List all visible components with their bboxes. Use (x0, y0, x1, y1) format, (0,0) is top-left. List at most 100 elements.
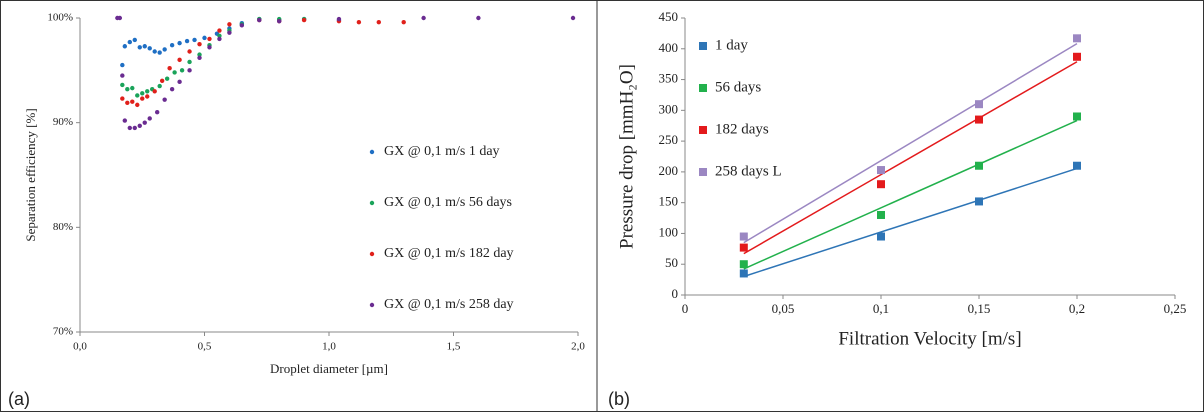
point (179, 68, 185, 73)
legend-marker (369, 200, 375, 206)
legend-marker (369, 149, 375, 155)
point (739, 243, 748, 252)
x-axis-label: Droplet diameter [µm] (270, 361, 388, 376)
legend-marker (369, 302, 375, 308)
legend-label: GX @ 0,1 m/s 1 day (384, 144, 500, 159)
trend-line (743, 167, 1078, 278)
legend-marker (699, 168, 707, 176)
x-tick-label: 1,5 (447, 341, 461, 353)
y-tick-label: 100 (659, 224, 679, 239)
trend-line (743, 42, 1078, 244)
point (140, 91, 145, 96)
point (130, 85, 135, 91)
point (122, 44, 128, 49)
point (142, 120, 147, 125)
point (154, 110, 160, 115)
point (145, 89, 150, 94)
y-tick-label: 50 (665, 255, 678, 270)
point (975, 100, 983, 109)
point (187, 59, 192, 65)
legend-marker (369, 251, 375, 257)
trend-line (743, 61, 1078, 255)
point (227, 22, 232, 27)
point (217, 33, 222, 38)
y-tick-label: 200 (659, 163, 679, 178)
x-tick-label: 0,0 (73, 341, 87, 353)
point (127, 39, 132, 45)
point (197, 41, 202, 47)
y-tick-label: 250 (659, 132, 679, 147)
point (421, 15, 426, 21)
point (147, 116, 152, 121)
legend-label: 56 days (715, 79, 761, 95)
point (197, 52, 202, 57)
point (125, 86, 130, 92)
point (177, 57, 182, 63)
y-tick-label: 400 (659, 40, 679, 55)
y-axis-label: Separation efficiency [%] (23, 108, 38, 241)
point (120, 82, 125, 88)
point (164, 76, 170, 81)
point (877, 166, 885, 175)
x-tick-label: 0,2 (1069, 301, 1085, 316)
y-tick-label: 70% (53, 326, 73, 338)
x-tick-label: 0,1 (873, 301, 889, 316)
legend-marker (699, 84, 707, 92)
point (147, 46, 152, 51)
y-tick-label: 450 (659, 9, 679, 24)
point (217, 28, 222, 33)
x-tick-label: 2,0 (571, 341, 585, 353)
legend-label: GX @ 0,1 m/s 56 days (384, 195, 512, 210)
point (169, 86, 175, 92)
point (187, 68, 192, 73)
point (140, 96, 145, 101)
point (125, 100, 130, 105)
point (169, 43, 175, 48)
panel-label: (a) (8, 389, 30, 409)
y-axis-label: Pressure drop [mmH₂O] (616, 64, 637, 249)
point (142, 44, 147, 49)
point (162, 97, 167, 102)
point (202, 35, 207, 41)
point (192, 37, 197, 43)
point (207, 45, 212, 50)
point (277, 18, 282, 24)
point (120, 73, 125, 78)
y-tick-label: 350 (659, 71, 679, 86)
legend-label: 182 days (715, 121, 769, 137)
point (1073, 34, 1081, 43)
point (336, 16, 342, 22)
point (137, 123, 142, 129)
y-tick-label: 80% (53, 221, 73, 233)
point (159, 78, 165, 84)
point (975, 197, 983, 206)
point (157, 50, 162, 55)
point (120, 62, 125, 68)
point (187, 49, 192, 54)
point (239, 23, 245, 28)
point (152, 49, 157, 54)
x-tick-label: 0,5 (198, 341, 212, 353)
point (135, 102, 140, 108)
point (1073, 112, 1081, 121)
point (145, 94, 150, 99)
point (739, 232, 748, 241)
point (1073, 52, 1081, 61)
point (184, 38, 190, 44)
point (207, 36, 212, 42)
point (739, 260, 748, 269)
point (132, 37, 137, 43)
point (177, 79, 182, 85)
point (197, 55, 202, 60)
legend-label: GX @ 0,1 m/s 258 day (384, 297, 514, 312)
y-tick-label: 100% (47, 12, 73, 24)
panel-label: (b) (608, 389, 630, 409)
point (127, 125, 132, 131)
y-tick-label: 90% (53, 116, 73, 128)
point (401, 19, 406, 25)
point (135, 93, 140, 98)
point (877, 210, 885, 219)
legend-marker (699, 42, 707, 50)
point (120, 96, 125, 101)
point (217, 36, 222, 42)
